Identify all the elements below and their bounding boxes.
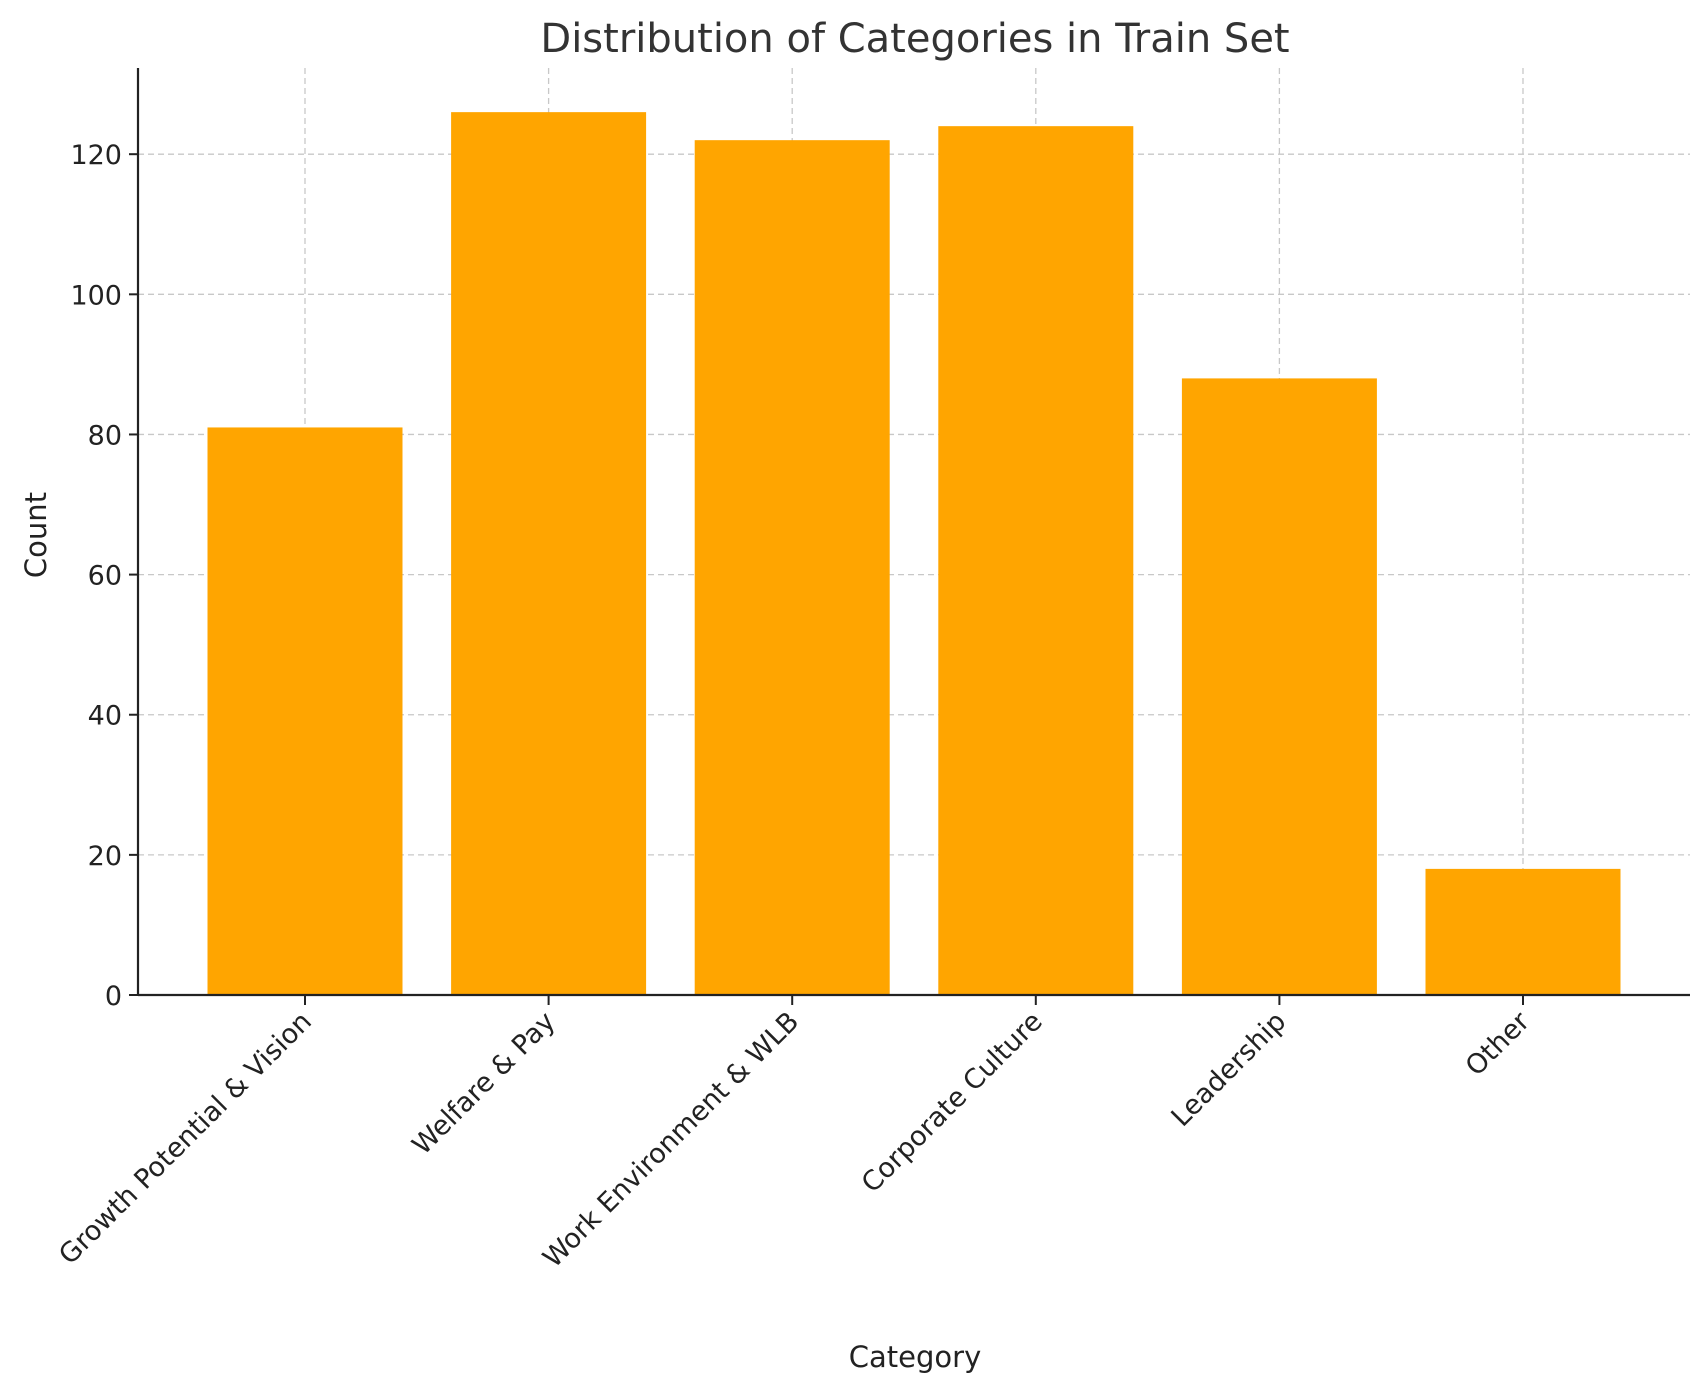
y-tick-label: 20 bbox=[88, 841, 122, 872]
y-tick-label: 120 bbox=[70, 140, 122, 171]
y-tick-label: 100 bbox=[70, 280, 122, 311]
x-tick-label: Work Environment & WLB bbox=[537, 1006, 805, 1274]
x-tick-label: Other bbox=[1460, 1005, 1537, 1082]
x-tick-label: Welfare & Pay bbox=[407, 1006, 562, 1161]
x-tick-label: Leadership bbox=[1165, 1006, 1292, 1133]
y-tick-label: 80 bbox=[88, 420, 122, 451]
bar bbox=[207, 427, 403, 995]
y-tick-label: 60 bbox=[88, 561, 122, 592]
x-tick-label: Growth Potential & Vision bbox=[53, 1006, 318, 1271]
bar bbox=[938, 126, 1134, 995]
bar bbox=[451, 112, 647, 995]
axes bbox=[129, 68, 1690, 1005]
y-axis-label: Count bbox=[19, 492, 53, 578]
y-tick-label: 0 bbox=[105, 981, 122, 1012]
y-tick-label: 40 bbox=[88, 701, 122, 732]
x-tick-label: Corporate Culture bbox=[856, 1006, 1049, 1199]
bar bbox=[1181, 378, 1377, 995]
bars bbox=[207, 112, 1621, 996]
bar bbox=[694, 140, 890, 996]
x-axis-label: Category bbox=[849, 1340, 981, 1374]
chart-title: Distribution of Categories in Train Set bbox=[540, 16, 1289, 62]
bar bbox=[1425, 868, 1621, 995]
